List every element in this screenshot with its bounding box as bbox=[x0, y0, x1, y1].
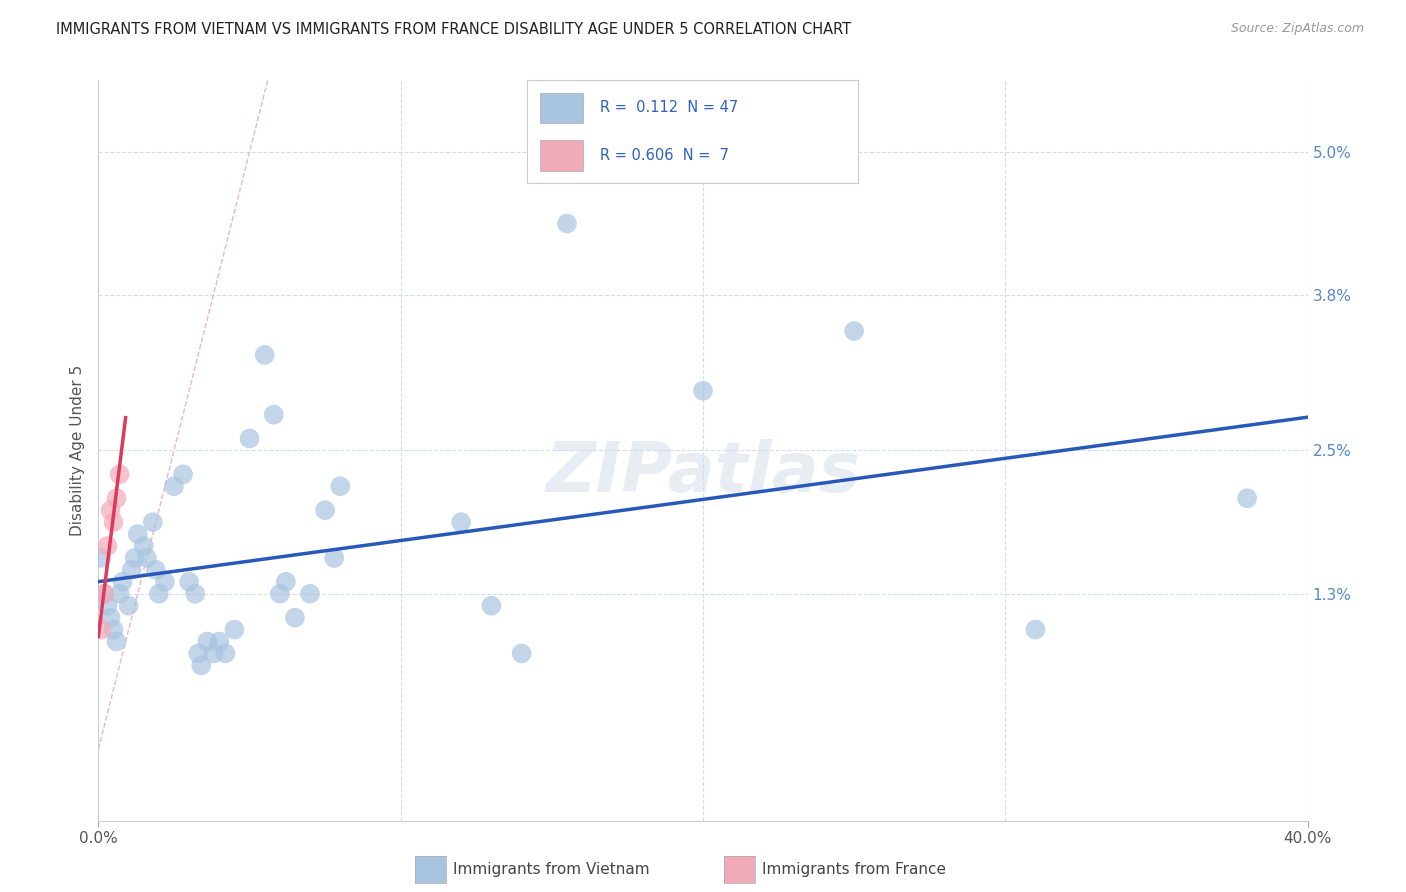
Text: Immigrants from Vietnam: Immigrants from Vietnam bbox=[453, 863, 650, 877]
Point bbox=[135, 550, 157, 565]
Bar bbox=[540, 140, 583, 170]
Point bbox=[118, 599, 141, 613]
Point bbox=[90, 550, 112, 565]
Text: IMMIGRANTS FROM VIETNAM VS IMMIGRANTS FROM FRANCE DISABILITY AGE UNDER 5 CORRELA: IMMIGRANTS FROM VIETNAM VS IMMIGRANTS FR… bbox=[56, 22, 852, 37]
Point bbox=[184, 587, 207, 601]
Point bbox=[450, 515, 472, 529]
Point bbox=[142, 515, 165, 529]
Point bbox=[163, 479, 186, 493]
Point bbox=[1024, 623, 1046, 637]
Point bbox=[323, 550, 346, 565]
Point bbox=[145, 563, 167, 577]
Point bbox=[692, 384, 714, 398]
Point bbox=[314, 503, 336, 517]
Point bbox=[96, 539, 118, 553]
Point bbox=[274, 574, 297, 589]
Point bbox=[93, 587, 115, 601]
Point bbox=[96, 599, 118, 613]
Point bbox=[190, 658, 212, 673]
Text: Source: ZipAtlas.com: Source: ZipAtlas.com bbox=[1230, 22, 1364, 36]
Point bbox=[108, 467, 131, 482]
Point bbox=[214, 647, 236, 661]
Point bbox=[103, 623, 125, 637]
Point bbox=[263, 408, 285, 422]
Point bbox=[510, 647, 533, 661]
Y-axis label: Disability Age Under 5: Disability Age Under 5 bbox=[69, 365, 84, 536]
Point bbox=[481, 599, 503, 613]
Point bbox=[299, 587, 322, 601]
Point bbox=[187, 647, 209, 661]
Text: R =  0.112  N = 47: R = 0.112 N = 47 bbox=[600, 101, 738, 115]
Bar bbox=[540, 93, 583, 123]
Point bbox=[239, 432, 262, 446]
Point bbox=[100, 503, 122, 517]
Point bbox=[284, 610, 307, 624]
Text: ZIPatlas: ZIPatlas bbox=[546, 439, 860, 506]
Point bbox=[105, 491, 128, 506]
Point bbox=[90, 623, 112, 637]
Point bbox=[555, 217, 578, 231]
Text: Immigrants from France: Immigrants from France bbox=[762, 863, 946, 877]
Point bbox=[127, 527, 149, 541]
Point bbox=[195, 634, 218, 648]
Point bbox=[224, 623, 246, 637]
Point bbox=[172, 467, 194, 482]
Point bbox=[844, 324, 866, 338]
Point bbox=[121, 563, 143, 577]
Point bbox=[124, 550, 146, 565]
Point bbox=[253, 348, 276, 362]
Text: R = 0.606  N =  7: R = 0.606 N = 7 bbox=[600, 148, 728, 162]
Point bbox=[132, 539, 155, 553]
Point bbox=[111, 574, 134, 589]
Point bbox=[103, 515, 125, 529]
Point bbox=[148, 587, 170, 601]
Point bbox=[105, 634, 128, 648]
Point bbox=[202, 647, 225, 661]
Point bbox=[269, 587, 291, 601]
Point bbox=[93, 587, 115, 601]
Point bbox=[153, 574, 176, 589]
Point bbox=[208, 634, 231, 648]
Point bbox=[1236, 491, 1258, 506]
Point bbox=[329, 479, 352, 493]
Point bbox=[179, 574, 201, 589]
Point bbox=[108, 587, 131, 601]
Point bbox=[100, 610, 122, 624]
